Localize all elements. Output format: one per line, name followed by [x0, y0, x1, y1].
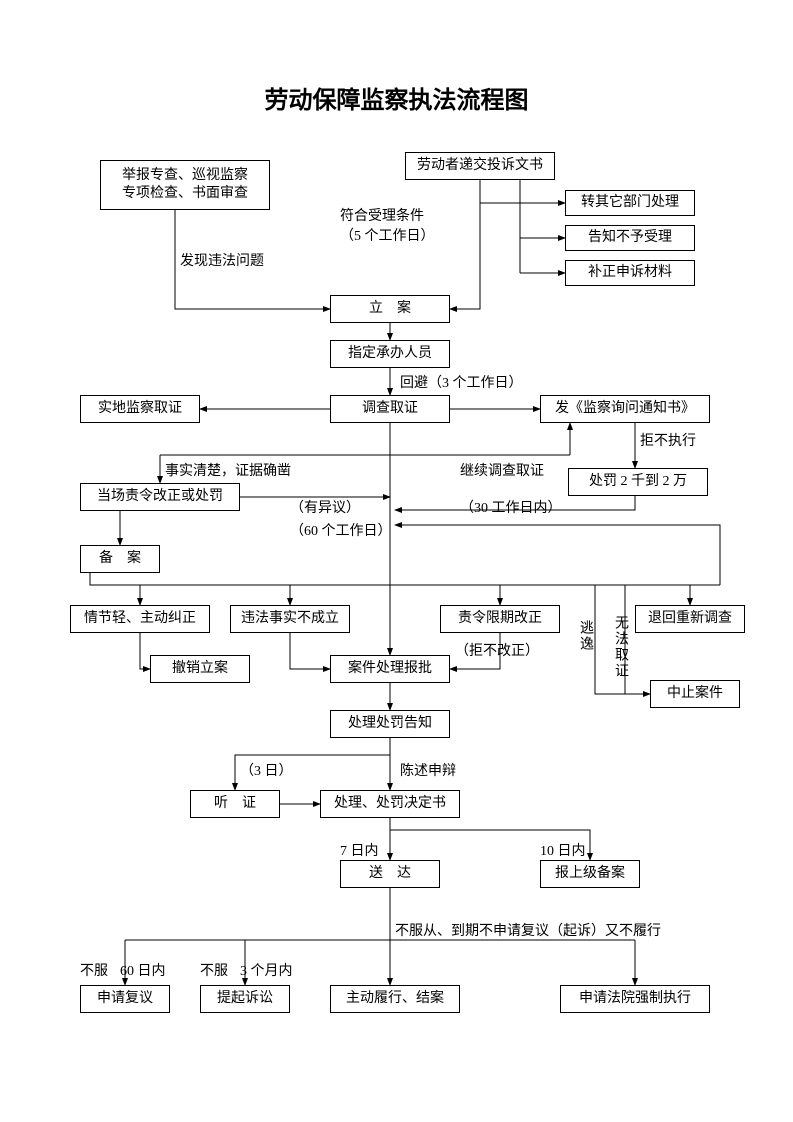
node-n_close: 主动履行、结案 — [330, 985, 460, 1013]
node-n_lawsuit: 提起诉讼 — [200, 985, 290, 1013]
node-n_transfer: 转其它部门处理 — [565, 190, 695, 216]
node-n_onsite: 实地监察取证 — [80, 395, 200, 423]
node-n_notice: 发《监察询问通知书》 — [540, 395, 710, 423]
label-l_avoid: 回避（3 个工作日） — [400, 372, 523, 392]
node-n_supplement: 补正申诉材料 — [565, 260, 695, 286]
node-n_enforce: 申请法院强制执行 — [560, 985, 710, 1013]
label-l_60d: 60 日内 — [120, 960, 166, 980]
node-n_deadline: 责令限期改正 — [440, 605, 560, 633]
node-n_investigate: 调查取证 — [330, 395, 450, 423]
label-l_7days: 7 日内 — [340, 840, 379, 860]
label-l_5days: （5 个工作日） — [340, 225, 435, 245]
label-l_object: （有异议） — [290, 497, 360, 517]
label-l_continue: 继续调查取证 — [460, 460, 544, 480]
label-l_defense: 陈述申辩 — [400, 760, 456, 780]
node-n_notguilty: 违法事实不成立 — [230, 605, 350, 633]
node-n_deliver: 送 达 — [340, 860, 440, 888]
label-l_accept: 符合受理条件 — [340, 205, 424, 225]
node-n_return: 退回重新调查 — [635, 605, 745, 633]
label-l_escape: 逃逸 — [575, 620, 595, 652]
label-l_clear: 事实清楚，证据确凿 — [165, 460, 291, 480]
node-n_report2: 报上级备案 — [540, 860, 640, 888]
node-n_file: 立 案 — [330, 295, 450, 323]
label-l_discover: 发现违法问题 — [180, 250, 264, 270]
node-n_assign: 指定承办人员 — [330, 340, 450, 368]
label-l_disagree2: 不服 — [200, 960, 228, 980]
node-n_review: 申请复议 — [80, 985, 170, 1013]
node-n_submit: 劳动者递交投诉文书 — [405, 152, 555, 180]
label-l_disagree1: 不服 — [80, 960, 108, 980]
node-n_inform: 处理处罚告知 — [330, 710, 450, 738]
node-n_process: 案件处理报批 — [330, 655, 450, 683]
node-n_notify: 告知不予受理 — [565, 225, 695, 251]
node-n_record: 备 案 — [80, 545, 160, 573]
label-l_norefuse: （拒不改正） — [455, 640, 539, 660]
node-n_decision: 处理、处罚决定书 — [320, 790, 460, 818]
label-l_notcomply: 不服从、到期不申请复议（起诉）又不履行 — [395, 920, 661, 940]
label-l_10days: 10 日内 — [540, 840, 586, 860]
label-l_3days: （3 日） — [240, 760, 293, 780]
node-n_light: 情节轻、主动纠正 — [70, 605, 210, 633]
node-n_report: 举报专查、巡视监察专项检查、书面审查 — [100, 160, 270, 210]
node-n_onspot: 当场责令改正或处罚 — [80, 483, 240, 511]
node-n_penalty1: 处罚 2 千到 2 万 — [568, 468, 708, 496]
page-title: 劳动保障监察执法流程图 — [0, 80, 793, 115]
label-l_60days: （60 个工作日） — [290, 520, 392, 540]
label-l_noevid: 无法取证 — [610, 615, 630, 679]
label-l_refuse: 拒不执行 — [640, 430, 696, 450]
node-n_suspend: 中止案件 — [650, 680, 740, 708]
node-n_cancel: 撤销立案 — [150, 655, 250, 683]
label-l_3months: 3 个月内 — [240, 960, 293, 980]
label-l_30days: （30 工作日内） — [460, 497, 562, 517]
node-n_hearing: 听 证 — [190, 790, 280, 818]
